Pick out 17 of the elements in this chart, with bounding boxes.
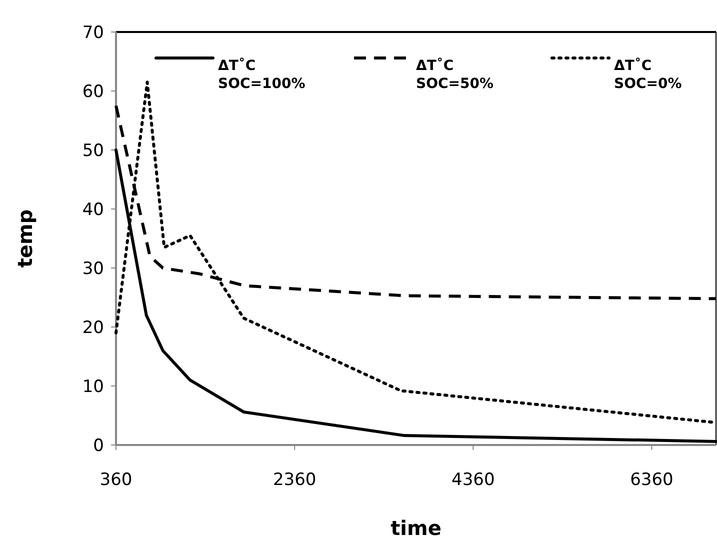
- y-tick-label: 0: [93, 436, 104, 456]
- y-axis-title: temp: [13, 209, 37, 268]
- x-axis-title: time: [390, 516, 442, 540]
- legend-label: ΔT˚C SOC=50%: [416, 57, 494, 92]
- y-tick-label: 50: [82, 140, 104, 161]
- y-tick-label: 30: [82, 258, 104, 279]
- x-tick-label: 6360: [630, 470, 674, 490]
- legend-label: ΔT˚C SOC=100%: [218, 57, 306, 92]
- y-tick-label: 20: [82, 318, 104, 338]
- y-tick-label: 60: [82, 82, 104, 102]
- y-tick-label: 70: [82, 22, 104, 43]
- y-tick-label: 40: [82, 200, 104, 220]
- x-tick-label: 2360: [272, 470, 316, 490]
- legend-label: ΔT˚C SOC=0%: [614, 57, 682, 92]
- y-tick-label: 10: [82, 376, 104, 397]
- x-tick-label: 4360: [452, 470, 495, 490]
- x-tick-label: 360: [100, 470, 132, 490]
